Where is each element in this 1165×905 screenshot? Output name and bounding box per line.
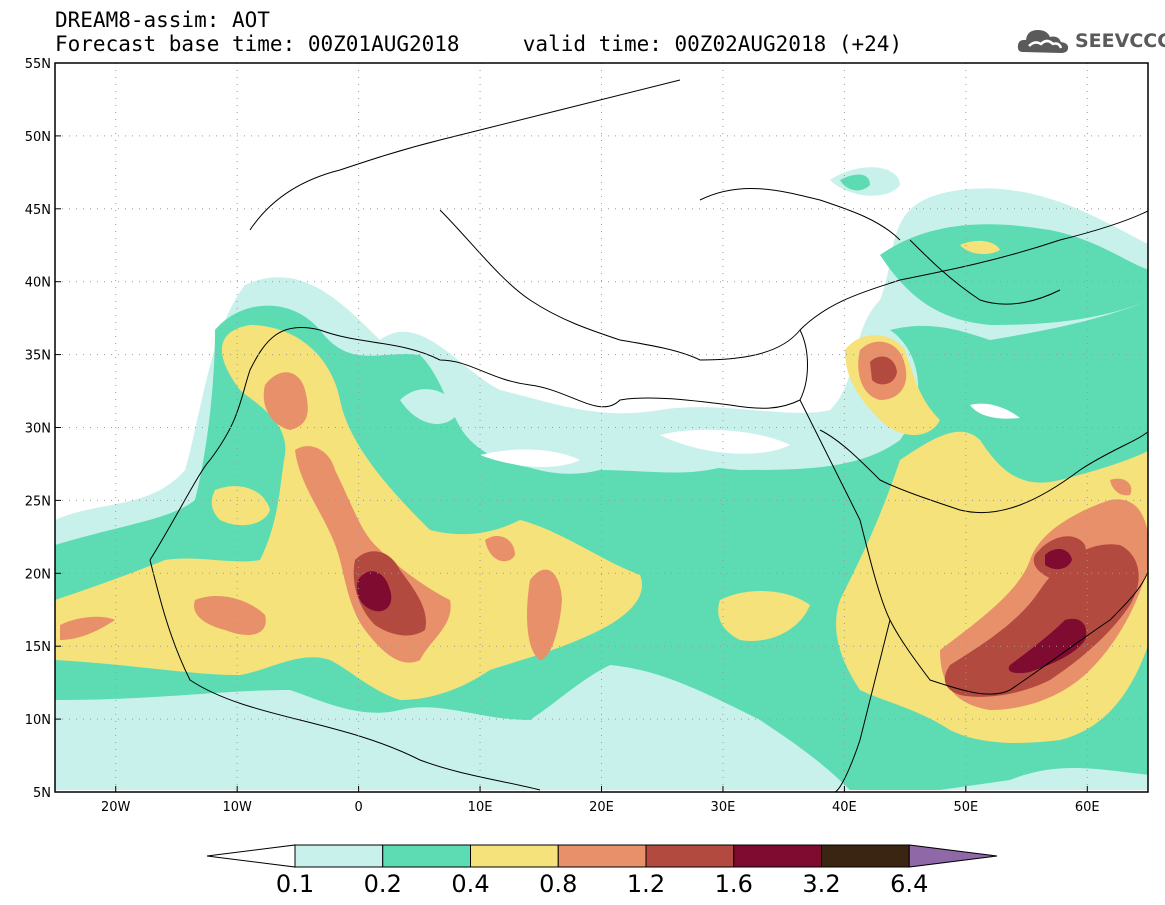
- colorbar-level-label: 0.4: [451, 870, 490, 898]
- seevccc-logo: SEEVCCC: [1015, 22, 1165, 58]
- y-tick-label: 40N: [25, 276, 51, 291]
- colorbar-level-label: 0.1: [275, 870, 315, 898]
- aot-clear-patches: [480, 403, 1020, 467]
- y-tick-label: 50N: [25, 130, 51, 145]
- y-tick-label: 20N: [25, 567, 51, 582]
- y-axis-ticks: 55N 50N 45N 40N 35N 30N 25N 20N 15N 10N 5N: [25, 57, 61, 801]
- y-tick-label: 30N: [25, 422, 51, 437]
- cloud-icon: [1017, 30, 1069, 53]
- colorbar-segment: [645, 844, 735, 868]
- map-title: DREAM8-assim: AOT: [55, 8, 270, 32]
- x-tick-label: 20E: [589, 800, 614, 815]
- colorbar-segment: [382, 844, 471, 868]
- coastlines: [149, 79, 1148, 792]
- colorbar: [206, 844, 998, 868]
- aot-level-1.6: [357, 548, 1087, 674]
- x-tick-label: 30E: [711, 800, 736, 815]
- x-tick-label: 10E: [468, 800, 493, 815]
- colorbar-level-label: 0.2: [363, 870, 402, 898]
- colorbar-max-arrow: [908, 844, 998, 868]
- x-tick-label: 20W: [101, 800, 131, 815]
- colorbar-segment: [733, 844, 822, 868]
- logo-text: SEEVCCC: [1075, 30, 1165, 52]
- y-tick-label: 10N: [25, 713, 51, 728]
- forecast-time-subtitle: Forecast base time: 00Z01AUG2018 valid t…: [55, 32, 903, 56]
- colorbar-min-arrow: [206, 844, 296, 868]
- x-axis-ticks: 20W 10W 0 10E 20E 30E 40E 50E 60E: [101, 786, 1100, 815]
- colorbar-segment: [470, 844, 559, 868]
- x-tick-label: 10W: [222, 800, 252, 815]
- x-tick-label: 40E: [832, 800, 857, 815]
- colorbar-level-label: 0.8: [539, 870, 578, 898]
- colorbar-level-label: 1.2: [626, 870, 666, 898]
- y-tick-label: 25N: [25, 494, 51, 509]
- y-tick-label: 55N: [25, 57, 51, 72]
- aot-field: [55, 63, 1148, 792]
- colorbar-level-label: 3.2: [802, 870, 841, 898]
- y-tick-label: 45N: [25, 203, 51, 218]
- x-tick-label: 0: [354, 800, 362, 815]
- colorbar-level-label: 1.6: [714, 870, 753, 898]
- y-tick-label: 35N: [25, 349, 51, 364]
- colorbar-level-label: 6.4: [890, 870, 929, 898]
- colorbar-segment: [294, 844, 384, 868]
- gridlines: [55, 63, 1148, 792]
- x-tick-label: 50E: [953, 800, 978, 815]
- x-tick-label: 60E: [1075, 800, 1100, 815]
- y-tick-label: 15N: [25, 640, 51, 655]
- y-tick-label: 5N: [33, 786, 51, 801]
- colorbar-segment: [557, 844, 647, 868]
- colorbar-segment: [821, 844, 910, 868]
